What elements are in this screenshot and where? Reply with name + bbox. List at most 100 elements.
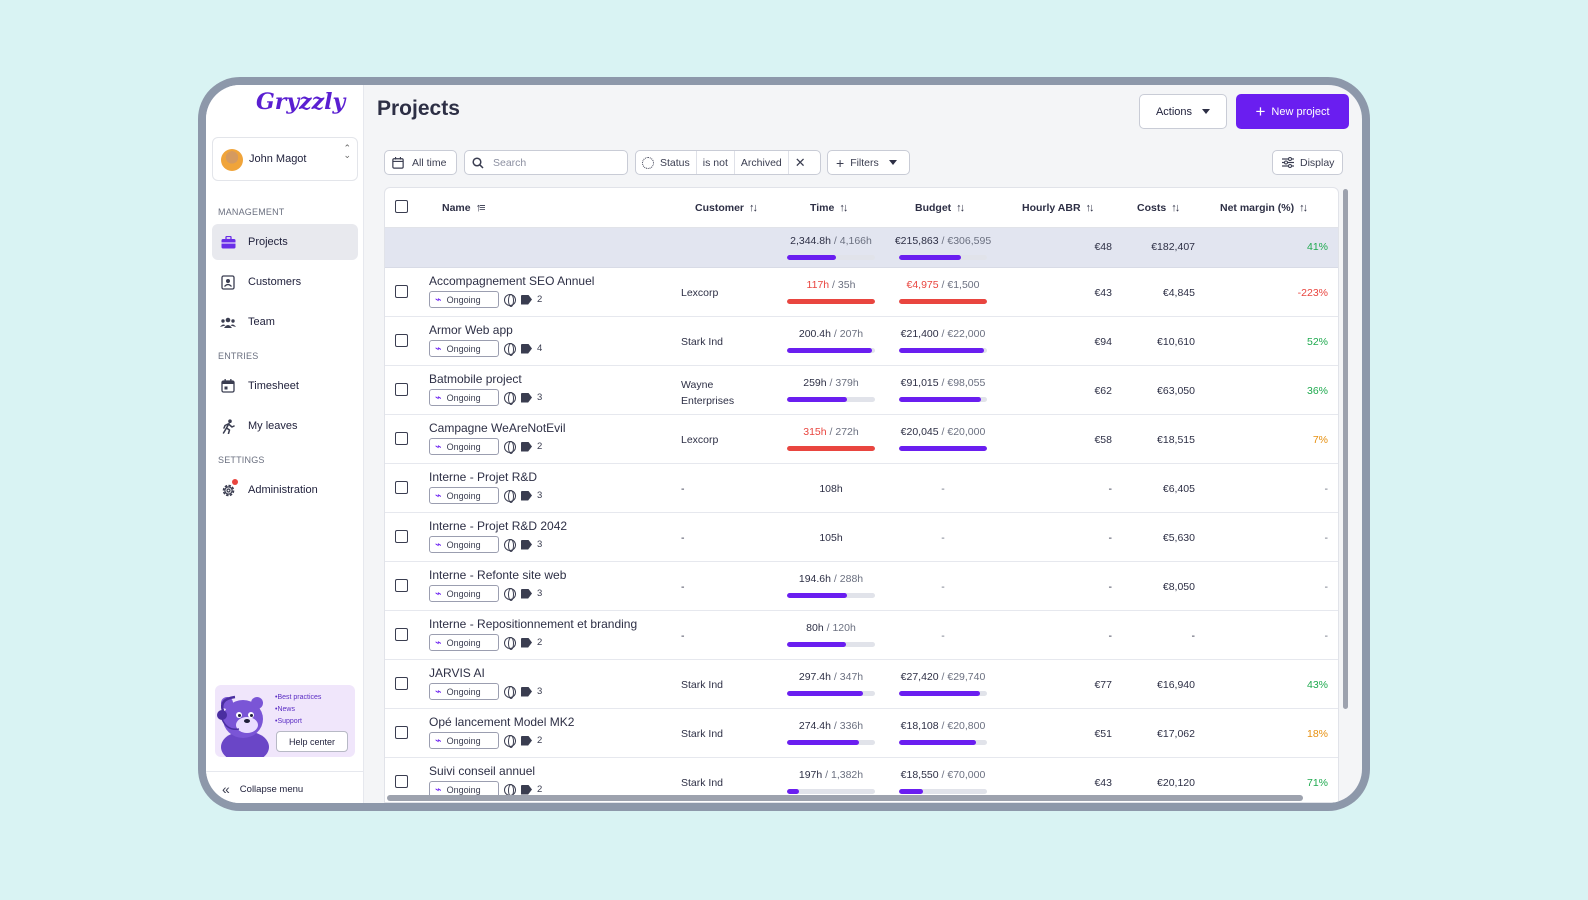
- column-header-hourly-abr[interactable]: Hourly ABR ↑↓: [1022, 202, 1095, 214]
- table-row[interactable]: Suivi conseil annuel ⌁ Ongoing 2 Stark In…: [385, 758, 1338, 802]
- costs-cell: €10,610: [1157, 336, 1195, 348]
- sidebar-item-administration[interactable]: Administration: [212, 472, 358, 508]
- help-links: •Best practices •News •Support: [275, 692, 321, 728]
- budget-cell: €21,400 / €22,000: [900, 328, 986, 340]
- row-checkbox[interactable]: [395, 383, 408, 396]
- sidebar-item-projects[interactable]: Projects: [212, 224, 358, 260]
- table-row[interactable]: Batmobile project ⌁ Ongoing 3 Wayne Enterp…: [385, 366, 1338, 415]
- project-name[interactable]: JARVIS AI: [429, 666, 485, 680]
- row-checkbox[interactable]: [395, 334, 408, 347]
- customer-cell: Lexcorp: [681, 287, 719, 299]
- customer-cell: Stark Ind: [681, 728, 724, 740]
- column-header-name[interactable]: Name ↑≡: [442, 202, 486, 214]
- column-header-budget[interactable]: Budget ↑↓: [915, 202, 965, 214]
- budget-cell: €4,975 / €1,500: [906, 279, 980, 291]
- row-checkbox[interactable]: [395, 628, 408, 641]
- project-name[interactable]: Interne - Projet R&D 2042: [429, 519, 568, 533]
- project-meta: ⌁ Ongoing 3: [429, 536, 542, 553]
- project-name[interactable]: Suivi conseil annuel: [429, 764, 536, 778]
- caret-down-icon: [888, 160, 897, 165]
- section-entries: ENTRIES: [218, 351, 259, 361]
- project-name[interactable]: Opé lancement Model MK2: [429, 715, 575, 729]
- project-name[interactable]: Interne - Repositionnement et branding: [429, 617, 638, 631]
- app-logo[interactable]: Gryzzly: [256, 89, 346, 115]
- project-meta: ⌁ Ongoing 2: [429, 781, 542, 798]
- net-margin-cell: 7%: [1312, 434, 1328, 446]
- new-project-button[interactable]: + New project: [1236, 94, 1349, 129]
- column-header-net-margin[interactable]: Net margin (%) ↑↓: [1220, 202, 1308, 214]
- table-row[interactable]: Interne - Projet R&D 2042 ⌁ Ongoing 3 - 10…: [385, 513, 1338, 562]
- time-progress-bar: [787, 789, 875, 794]
- activity-pulse-icon: ⌁: [435, 539, 442, 551]
- activity-pulse-icon: ⌁: [435, 637, 442, 649]
- row-checkbox[interactable]: [395, 579, 408, 592]
- help-link-best-practices[interactable]: •Best practices: [275, 694, 322, 701]
- row-checkbox[interactable]: [395, 726, 408, 739]
- search-input[interactable]: Search: [464, 150, 628, 175]
- time-range-filter[interactable]: All time: [384, 150, 457, 175]
- column-header-customer[interactable]: Customer ↑↓: [695, 202, 758, 214]
- globe-icon: [504, 489, 516, 503]
- project-name[interactable]: Interne - Refonte site web: [429, 568, 567, 582]
- sidebar-item-label: Customers: [248, 276, 302, 288]
- project-name[interactable]: Accompagnement SEO Annuel: [429, 274, 595, 288]
- project-name[interactable]: Armor Web app: [429, 323, 513, 337]
- search-placeholder: Search: [493, 156, 527, 169]
- status-value[interactable]: Archived: [735, 151, 789, 174]
- sidebar-item-my-leaves[interactable]: My leaves: [212, 408, 358, 444]
- user-switcher[interactable]: John Magot ⌃ ⌄: [212, 137, 358, 181]
- status-operator[interactable]: is not: [697, 151, 735, 174]
- project-name[interactable]: Batmobile project: [429, 372, 522, 386]
- sidebar-item-timesheet[interactable]: Timesheet: [212, 368, 358, 404]
- budget-progress-bar: [899, 740, 987, 745]
- sidebar-item-team[interactable]: Team: [212, 304, 358, 340]
- row-checkbox[interactable]: [395, 775, 408, 788]
- collapse-menu-button[interactable]: « Collapse menu: [206, 771, 364, 797]
- table-row[interactable]: Accompagnement SEO Annuel ⌁ Ongoing 2 Lex…: [385, 268, 1338, 317]
- project-meta: ⌁ Ongoing 2: [429, 634, 542, 651]
- actions-dropdown[interactable]: Actions: [1139, 94, 1227, 129]
- tag-count: 2: [537, 294, 543, 305]
- table-row[interactable]: Interne - Projet R&D ⌁ Ongoing 3 - 108h - - €…: [385, 464, 1338, 513]
- select-all-checkbox[interactable]: [395, 200, 408, 213]
- gear-icon: [220, 479, 238, 498]
- user-name: John Magot: [249, 153, 307, 165]
- help-link-support[interactable]: •Support: [275, 718, 302, 725]
- time-cell: 117h / 35h: [806, 279, 856, 291]
- table-row[interactable]: JARVIS AI ⌁ Ongoing 3 Stark Ind 297.4h / 3…: [385, 660, 1338, 709]
- table-row[interactable]: Interne - Repositionnement et branding ⌁…: [385, 611, 1338, 660]
- sort-asc-icon: ↑≡: [475, 202, 486, 214]
- row-checkbox[interactable]: [395, 432, 408, 445]
- horizontal-scrollbar[interactable]: [387, 795, 1303, 801]
- row-checkbox[interactable]: [395, 677, 408, 690]
- project-name[interactable]: Campagne WeAreNotEvil: [429, 421, 566, 435]
- help-center-button[interactable]: Help center: [276, 731, 348, 752]
- row-checkbox[interactable]: [395, 481, 408, 494]
- table-row[interactable]: Armor Web app ⌁ Ongoing 4 Stark Ind 200.4h…: [385, 317, 1338, 366]
- row-checkbox[interactable]: [395, 285, 408, 298]
- project-name[interactable]: Interne - Projet R&D: [429, 470, 538, 484]
- globe-icon: [504, 685, 516, 699]
- table-row[interactable]: Opé lancement Model MK2 ⌁ Ongoing 2 Stark…: [385, 709, 1338, 758]
- sidebar-item-customers[interactable]: Customers: [212, 264, 358, 300]
- time-progress-bar: [787, 446, 875, 451]
- filters-dropdown[interactable]: + Filters: [827, 150, 910, 175]
- help-link-news[interactable]: •News: [275, 706, 295, 713]
- costs-cell: €5,630: [1162, 532, 1195, 544]
- vertical-scrollbar[interactable]: [1343, 189, 1348, 709]
- row-checkbox[interactable]: [395, 530, 408, 543]
- plus-icon: +: [836, 154, 845, 171]
- remove-filter-close-icon[interactable]: ✕: [794, 154, 806, 170]
- sliders-icon: [1282, 157, 1294, 168]
- table-row[interactable]: Interne - Refonte site web ⌁ Ongoing 3 - 1…: [385, 562, 1338, 611]
- table-row[interactable]: Campagne WeAreNotEvil ⌁ Ongoing 2 Lexcorp…: [385, 415, 1338, 464]
- column-header-costs[interactable]: Costs ↑↓: [1137, 202, 1180, 214]
- tag-icon: [521, 735, 532, 746]
- column-header-time[interactable]: Time ↑↓: [810, 202, 848, 214]
- status-filter-chip[interactable]: Status is not Archived ✕: [635, 150, 821, 175]
- status-icon: [642, 156, 654, 169]
- tag-count: 3: [537, 588, 543, 599]
- display-settings-button[interactable]: Display: [1272, 150, 1343, 175]
- globe-icon: [504, 587, 516, 601]
- activity-pulse-icon: ⌁: [435, 784, 442, 796]
